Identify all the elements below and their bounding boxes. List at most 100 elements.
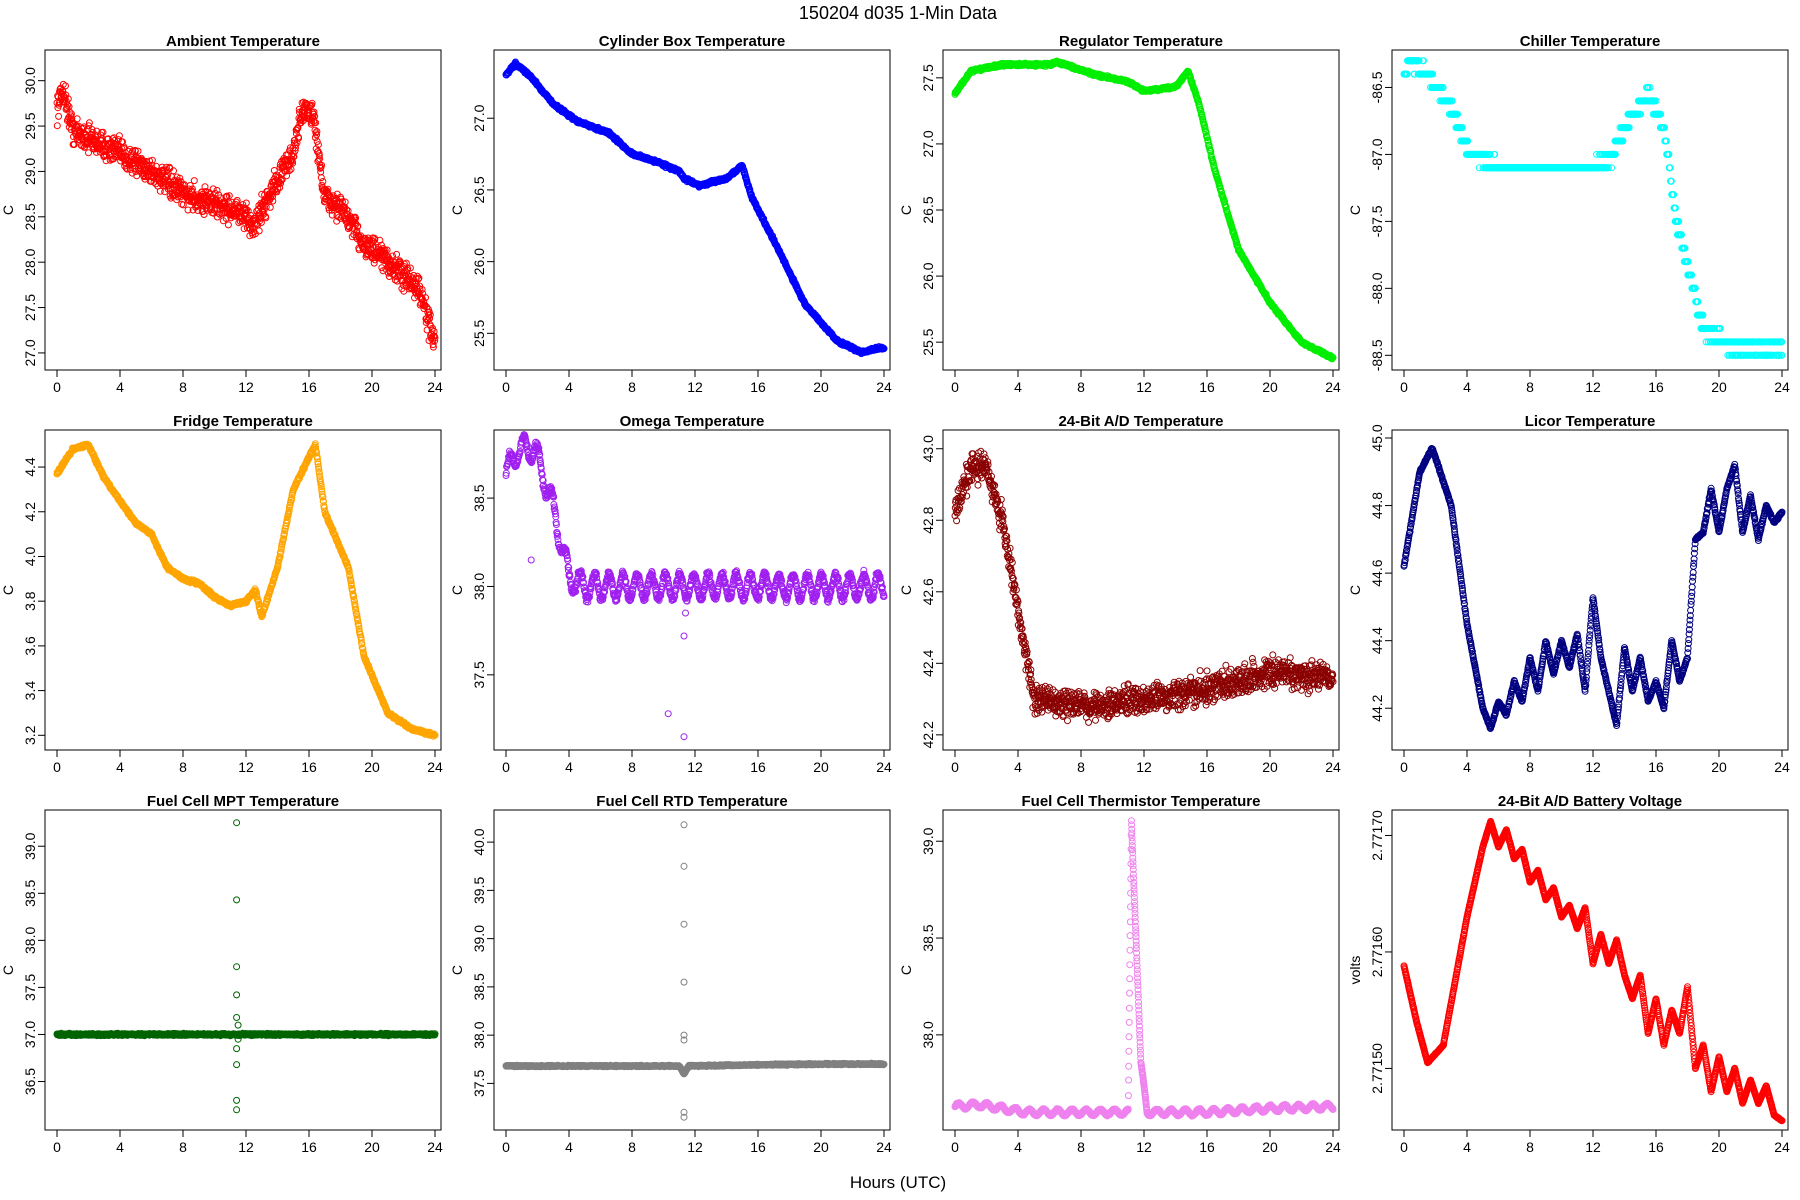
x-tick-label: 16 <box>750 379 766 395</box>
data-point <box>243 206 251 213</box>
y-tick-label: 27.0 <box>471 104 487 131</box>
data-point <box>258 190 266 198</box>
data-series <box>1400 57 1786 359</box>
y-tick-label: 28.0 <box>22 248 38 275</box>
data-point <box>239 201 247 209</box>
chart-title: Ambient Temperature <box>166 33 320 50</box>
data-point <box>221 200 229 208</box>
data-point <box>233 196 241 204</box>
data-point <box>53 122 61 130</box>
data-point <box>213 186 221 194</box>
y-tick-label: 26.0 <box>920 262 936 289</box>
y-tick-label: 27.5 <box>22 294 38 321</box>
data-series <box>951 57 1337 363</box>
data-point <box>224 221 232 229</box>
x-tick-label: 8 <box>1526 379 1534 395</box>
x-tick-label: 16 <box>1648 379 1664 395</box>
x-tick-label: 0 <box>53 379 61 395</box>
y-tick-label: -87.0 <box>1369 138 1385 170</box>
x-tick-label: 8 <box>1077 379 1085 395</box>
data-point <box>99 128 107 136</box>
data-point <box>188 185 196 193</box>
data-point <box>148 156 156 164</box>
data-point <box>262 214 270 222</box>
data-point <box>70 140 78 148</box>
y-axis-label: C <box>0 205 16 215</box>
x-tick-label: 8 <box>179 379 187 395</box>
y-tick-label: 28.5 <box>22 203 38 230</box>
chart-title: Chiller Temperature <box>1520 33 1661 50</box>
data-point <box>190 177 198 185</box>
data-point <box>68 115 76 123</box>
panels: Ambient Temperature 0 4 8 12 16 20 24 27.0 27.5 28… <box>0 33 1790 1155</box>
y-tick-label: -88.0 <box>1369 272 1385 304</box>
y-tick-label: -88.5 <box>1369 339 1385 371</box>
x-tick-label: 20 <box>1262 379 1278 395</box>
data-point <box>156 187 164 195</box>
data-point <box>79 124 87 132</box>
x-tick-label: 20 <box>364 379 380 395</box>
x-tick-label: 4 <box>565 379 573 395</box>
data-point <box>64 95 72 103</box>
y-tick-label: 27.0 <box>920 130 936 157</box>
x-tick-label: 24 <box>1325 379 1341 395</box>
x-tick-label: 24 <box>427 379 443 395</box>
data-point <box>134 147 142 155</box>
data-series <box>53 80 439 351</box>
data-point <box>256 217 264 225</box>
x-tick-label: 16 <box>1199 379 1215 395</box>
x-tick-label: 12 <box>1136 379 1152 395</box>
y-tick-label: 25.5 <box>920 328 936 355</box>
y-tick-label: 26.0 <box>471 248 487 275</box>
data-point <box>66 108 74 116</box>
figure-title: 150204 d035 1-Min Data <box>799 3 998 23</box>
data-point <box>257 219 265 226</box>
x-axis-label: Hours (UTC) <box>850 1173 946 1192</box>
data-point <box>62 82 69 90</box>
data-point <box>162 163 170 171</box>
y-tick-label: 27.5 <box>920 64 936 91</box>
x-tick-label: 20 <box>813 379 829 395</box>
data-point <box>73 115 81 123</box>
x-tick-label: 12 <box>238 379 254 395</box>
data-point <box>164 171 172 179</box>
data-point <box>115 132 123 140</box>
data-point <box>317 174 325 182</box>
y-tick-label: 29.5 <box>22 112 38 139</box>
x-tick-label: 8 <box>628 379 636 395</box>
data-point <box>131 147 139 155</box>
chart-title: Fridge Temperature <box>173 413 313 430</box>
data-point <box>90 134 98 142</box>
y-axis-label: C <box>449 205 465 215</box>
data-point <box>179 201 187 209</box>
data-point <box>255 227 263 235</box>
x-tick-label: 4 <box>1463 379 1471 395</box>
data-point <box>184 206 192 214</box>
data-point <box>61 94 69 102</box>
data-point <box>266 203 274 211</box>
y-tick-label: 27.0 <box>22 339 38 366</box>
data-point <box>194 207 202 214</box>
x-tick-label: 24 <box>1774 379 1790 395</box>
data-point <box>255 202 263 209</box>
data-point <box>55 112 63 120</box>
chart-title: Cylinder Box Temperature <box>599 33 785 50</box>
data-point <box>260 210 268 218</box>
x-tick-label: 0 <box>502 379 510 395</box>
y-axis-label: C <box>1347 205 1363 215</box>
x-tick-label: 16 <box>301 379 317 395</box>
data-point <box>170 167 177 175</box>
data-series <box>502 58 888 358</box>
x-tick-label: 0 <box>1400 379 1408 395</box>
data-point <box>142 158 150 165</box>
x-tick-label: 0 <box>951 379 959 395</box>
y-tick-label: 25.5 <box>471 319 487 346</box>
data-point <box>201 183 209 191</box>
x-tick-label: 12 <box>1585 379 1601 395</box>
x-tick-label: 24 <box>876 379 892 395</box>
